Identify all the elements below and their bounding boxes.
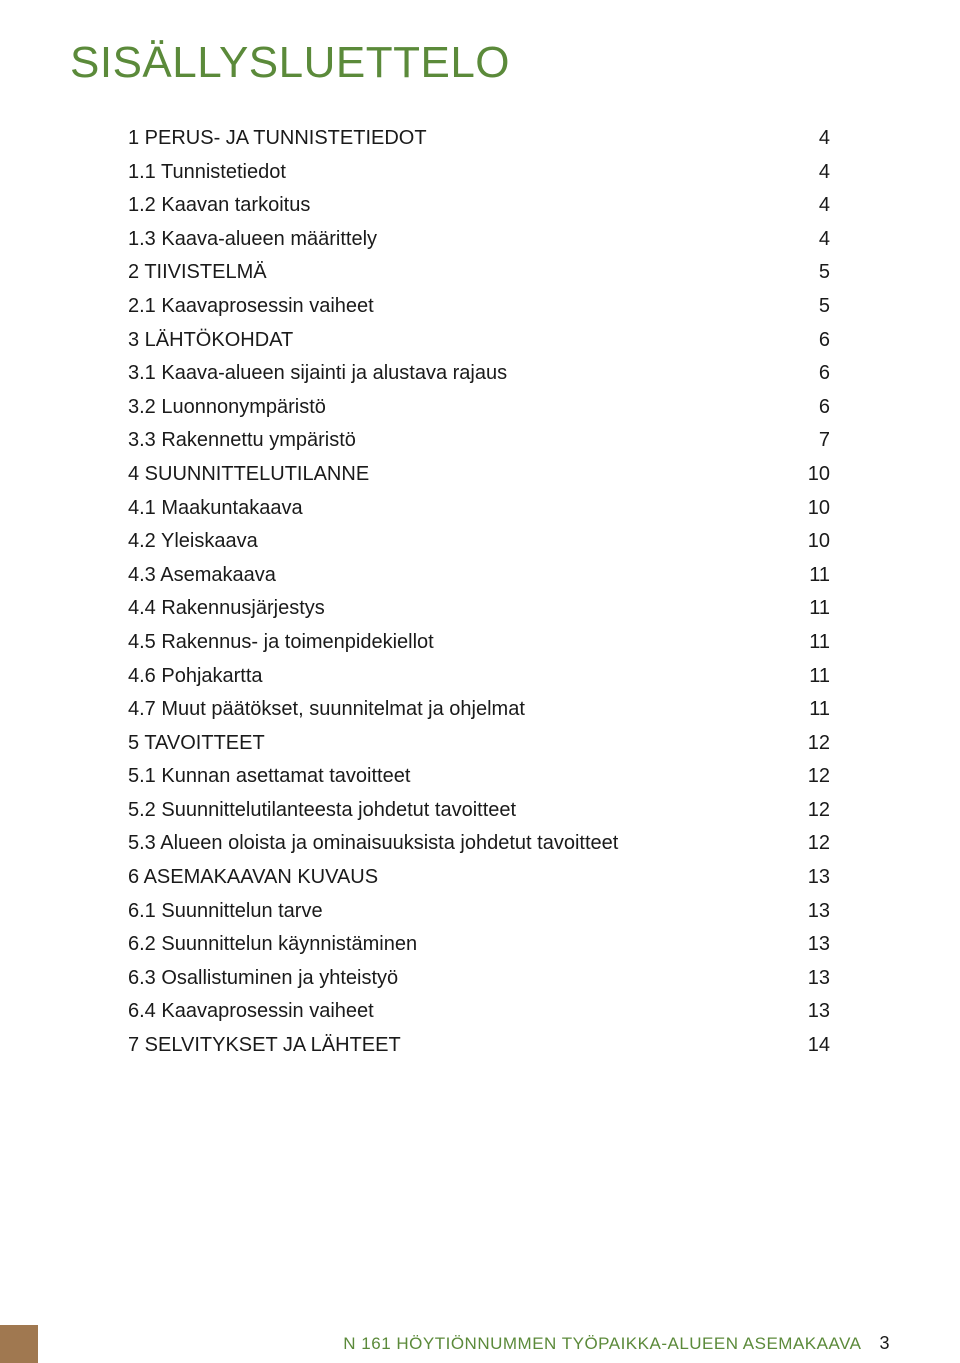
toc-entry-page: 13: [788, 995, 830, 1029]
toc-entry-page: 12: [788, 760, 830, 794]
toc-entry-label: 4.2 Yleiskaava: [128, 525, 788, 559]
toc-entry-page: 6: [799, 391, 830, 425]
toc-entry-page: 10: [788, 458, 830, 492]
toc-entry-label: 3.3 Rakennettu ympäristö: [128, 424, 799, 458]
toc-row: 4.5 Rakennus- ja toimenpidekiellot11: [128, 626, 830, 660]
toc-entry-page: 7: [799, 424, 830, 458]
toc-entry-page: 4: [799, 189, 830, 223]
toc-entry-label: 1.2 Kaavan tarkoitus: [128, 189, 799, 223]
footer-accent-box: [0, 1325, 38, 1363]
toc-entry-label: 4.5 Rakennus- ja toimenpidekiellot: [128, 626, 789, 660]
toc-entry-label: 7 SELVITYKSET JA LÄHTEET: [128, 1029, 788, 1063]
toc-entry-page: 13: [788, 861, 830, 895]
toc-row: 5.1 Kunnan asettamat tavoitteet12: [128, 760, 830, 794]
toc-entry-label: 6.1 Suunnittelun tarve: [128, 895, 788, 929]
toc-row: 4.7 Muut päätökset, suunnitelmat ja ohje…: [128, 693, 830, 727]
toc-row: 4.3 Asemakaava11: [128, 559, 830, 593]
toc-entry-page: 10: [788, 492, 830, 526]
toc-entry-page: 6: [799, 324, 830, 358]
toc-entry-label: 5.1 Kunnan asettamat tavoitteet: [128, 760, 788, 794]
toc-row: 4.2 Yleiskaava10: [128, 525, 830, 559]
toc-entry-label: 2.1 Kaavaprosessin vaiheet: [128, 290, 799, 324]
toc-row: 1.3 Kaava-alueen määrittely4: [128, 223, 830, 257]
toc-entry-page: 11: [789, 660, 830, 694]
toc-entry-label: 2 TIIVISTELMÄ: [128, 256, 799, 290]
toc-row: 1 PERUS- JA TUNNISTETIEDOT4: [128, 122, 830, 156]
toc-row: 6 ASEMAKAAVAN KUVAUS13: [128, 861, 830, 895]
toc-row: 3.1 Kaava-alueen sijainti ja alustava ra…: [128, 357, 830, 391]
toc-row: 6.2 Suunnittelun käynnistäminen13: [128, 928, 830, 962]
toc-entry-label: 4.3 Asemakaava: [128, 559, 789, 593]
toc-entry-page: 5: [799, 290, 830, 324]
toc-entry-page: 11: [789, 592, 830, 626]
toc-row: 5.2 Suunnittelutilanteesta johdetut tavo…: [128, 794, 830, 828]
toc-entry-page: 4: [799, 122, 830, 156]
toc-row: 4.6 Pohjakartta11: [128, 660, 830, 694]
toc-entry-page: 11: [789, 559, 830, 593]
toc-entry-label: 4 SUUNNITTELUTILANNE: [128, 458, 788, 492]
toc-entry-label: 1.1 Tunnistetiedot: [128, 156, 799, 190]
toc-entry-page: 13: [788, 895, 830, 929]
toc-row: 1.2 Kaavan tarkoitus4: [128, 189, 830, 223]
toc-entry-label: 4.6 Pohjakartta: [128, 660, 789, 694]
toc-entry-label: 5.3 Alueen oloista ja ominaisuuksista jo…: [128, 827, 788, 861]
toc-entry-label: 4.1 Maakuntakaava: [128, 492, 788, 526]
toc-entry-page: 11: [789, 626, 830, 660]
toc-entry-label: 3 LÄHTÖKOHDAT: [128, 324, 799, 358]
toc-entry-label: 6 ASEMAKAAVAN KUVAUS: [128, 861, 788, 895]
toc-entry-page: 4: [799, 223, 830, 257]
toc-row: 4 SUUNNITTELUTILANNE10: [128, 458, 830, 492]
toc-row: 2.1 Kaavaprosessin vaiheet5: [128, 290, 830, 324]
toc-entry-label: 4.7 Muut päätökset, suunnitelmat ja ohje…: [128, 693, 789, 727]
toc-row: 6.1 Suunnittelun tarve13: [128, 895, 830, 929]
toc-entry-label: 1 PERUS- JA TUNNISTETIEDOT: [128, 122, 799, 156]
toc-entry-label: 6.2 Suunnittelun käynnistäminen: [128, 928, 788, 962]
toc-entry-page: 6: [799, 357, 830, 391]
table-of-contents: 1 PERUS- JA TUNNISTETIEDOT41.1 Tunnistet…: [70, 122, 830, 1063]
toc-entry-page: 10: [788, 525, 830, 559]
toc-entry-page: 13: [788, 962, 830, 996]
page-title: SISÄLLYSLUETTELO: [70, 38, 890, 88]
toc-row: 4.4 Rakennusjärjestys11: [128, 592, 830, 626]
toc-row: 3.2 Luonnonympäristö6: [128, 391, 830, 425]
toc-row: 5.3 Alueen oloista ja ominaisuuksista jo…: [128, 827, 830, 861]
toc-entry-label: 6.3 Osallistuminen ja yhteistyö: [128, 962, 788, 996]
footer-page-number: 3: [879, 1333, 890, 1354]
toc-entry-page: 13: [788, 928, 830, 962]
toc-entry-page: 11: [789, 693, 830, 727]
toc-row: 6.4 Kaavaprosessin vaiheet13: [128, 995, 830, 1029]
toc-entry-page: 5: [799, 256, 830, 290]
page-footer: N 161 HÖYTIÖNNUMMEN TYÖPAIKKA-ALUEEN ASE…: [0, 1325, 960, 1363]
toc-entry-page: 4: [799, 156, 830, 190]
toc-entry-label: 6.4 Kaavaprosessin vaiheet: [128, 995, 788, 1029]
toc-entry-label: 5.2 Suunnittelutilanteesta johdetut tavo…: [128, 794, 788, 828]
toc-entry-label: 3.2 Luonnonympäristö: [128, 391, 799, 425]
toc-row: 3 LÄHTÖKOHDAT6: [128, 324, 830, 358]
toc-entry-page: 12: [788, 727, 830, 761]
toc-entry-label: 5 TAVOITTEET: [128, 727, 788, 761]
toc-row: 5 TAVOITTEET12: [128, 727, 830, 761]
toc-row: 7 SELVITYKSET JA LÄHTEET14: [128, 1029, 830, 1063]
toc-entry-page: 14: [788, 1029, 830, 1063]
toc-row: 3.3 Rakennettu ympäristö7: [128, 424, 830, 458]
toc-row: 4.1 Maakuntakaava10: [128, 492, 830, 526]
toc-entry-label: 1.3 Kaava-alueen määrittely: [128, 223, 799, 257]
toc-entry-label: 4.4 Rakennusjärjestys: [128, 592, 789, 626]
toc-row: 2 TIIVISTELMÄ5: [128, 256, 830, 290]
toc-entry-page: 12: [788, 794, 830, 828]
toc-entry-label: 3.1 Kaava-alueen sijainti ja alustava ra…: [128, 357, 799, 391]
toc-entry-page: 12: [788, 827, 830, 861]
toc-row: 6.3 Osallistuminen ja yhteistyö13: [128, 962, 830, 996]
footer-document-label: N 161 HÖYTIÖNNUMMEN TYÖPAIKKA-ALUEEN ASE…: [343, 1334, 861, 1354]
toc-row: 1.1 Tunnistetiedot4: [128, 156, 830, 190]
